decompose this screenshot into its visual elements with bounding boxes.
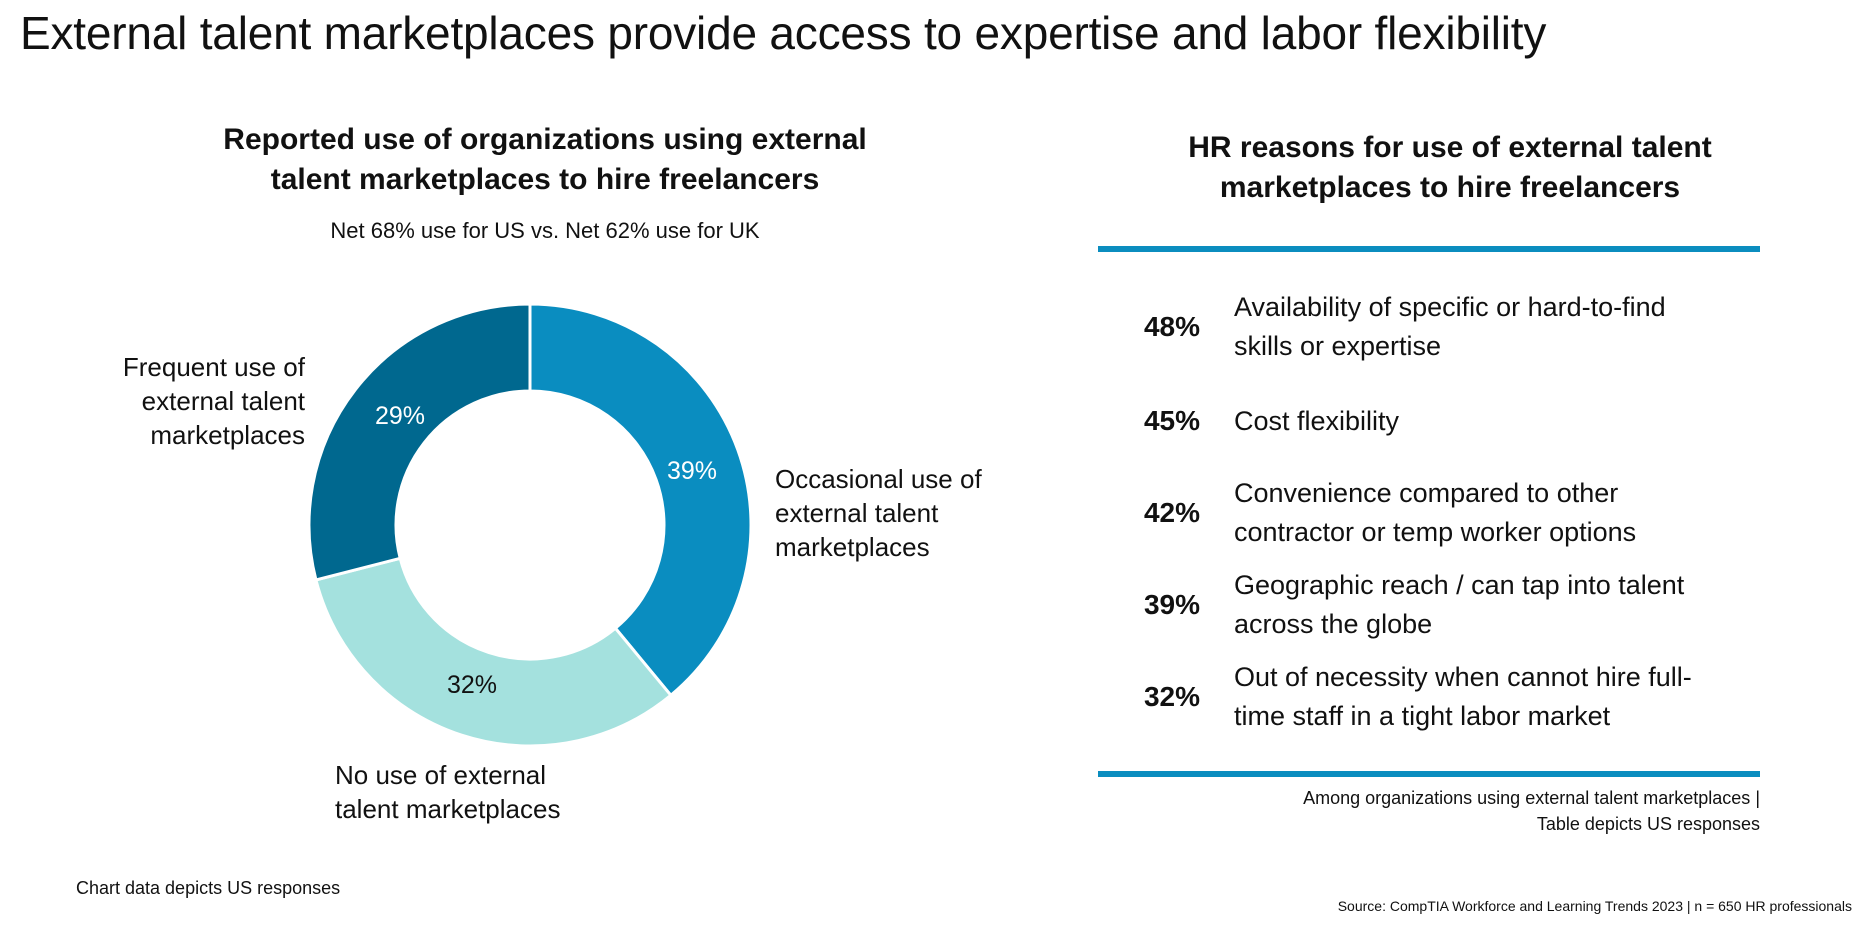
reason-pct: 42% (1143, 497, 1200, 528)
reason-row: 39% Geographic reach / can tap into tale… (1098, 560, 1760, 650)
slice-label-occasional-line-2: external talent (775, 498, 939, 528)
slice-label-frequent-line-1: Frequent use of (122, 352, 305, 382)
reason-pct: 48% (1143, 311, 1200, 342)
slice-occasional (528, 302, 753, 698)
donut-chart-title-line-1: Reported use of organizations using exte… (223, 123, 867, 156)
reason-text: Availability of specific or hard-to-find… (1234, 288, 1754, 366)
reasons-title-line-1: HR reasons for use of external talent (1188, 131, 1712, 164)
slice-none (314, 556, 673, 748)
slice-label-occasional: Occasional use of external talent market… (775, 462, 1015, 564)
reason-text-line-2: across the globe (1234, 609, 1433, 639)
reasons-title: HR reasons for use of external talent ma… (1090, 128, 1810, 208)
donut-chart-subtitle: Net 68% use for US vs. Net 62% use for U… (330, 218, 760, 243)
reason-text-line-1: Convenience compared to other (1234, 478, 1619, 508)
reason-row: 48% Availability of specific or hard-to-… (1098, 282, 1760, 372)
slice-label-none: No use of external talent marketplaces (335, 758, 635, 826)
reason-pct: 45% (1143, 405, 1200, 436)
slice-label-none-line-2: talent marketplaces (335, 794, 561, 824)
reason-text-line-2: contractor or temp worker options (1234, 517, 1637, 547)
reason-pct: 39% (1143, 589, 1200, 620)
slice-frequent (307, 302, 532, 582)
chart-note: Chart data depicts US responses (76, 878, 341, 898)
slice-label-frequent-line-2: external talent (141, 386, 305, 416)
slice-label-occasional-line-1: Occasional use of (775, 464, 982, 494)
reason-text-line-2: time staff in a tight labor market (1234, 701, 1611, 731)
reason-text-line-1: Out of necessity when cannot hire full- (1234, 662, 1692, 692)
reasons-note: Among organizations using external talen… (1098, 785, 1760, 837)
reasons-bottom-rule (1098, 771, 1760, 777)
slice-label-none-line-1: No use of external (335, 760, 547, 790)
reason-text: Out of necessity when cannot hire full- … (1234, 658, 1754, 736)
donut-chart (307, 302, 753, 748)
reason-row: 45% Cost flexibility (1098, 376, 1760, 466)
slice-value-frequent: 29% (375, 402, 426, 430)
reasons-top-rule (1098, 246, 1760, 252)
reasons-note-line-1: Among organizations using external talen… (1303, 788, 1760, 808)
slice-label-occasional-line-3: marketplaces (775, 532, 930, 562)
reason-row: 42% Convenience compared to other contra… (1098, 468, 1760, 558)
donut-chart-title: Reported use of organizations using exte… (160, 120, 930, 200)
reason-text-line-1: Geographic reach / can tap into talent (1234, 570, 1685, 600)
reason-text: Cost flexibility (1234, 402, 1754, 441)
reason-pct: 32% (1143, 681, 1200, 712)
source-note: Source: CompTIA Workforce and Learning T… (1337, 898, 1852, 914)
donut-chart-title-line-2: talent marketplaces to hire freelancers (270, 163, 820, 196)
page-title: External talent marketplaces provide acc… (20, 7, 1547, 59)
reasons-note-line-2: Table depicts US responses (1536, 814, 1760, 834)
reason-text-line-1: Cost flexibility (1234, 405, 1400, 436)
slice-label-frequent-line-3: marketplaces (150, 420, 305, 450)
reason-row: 32% Out of necessity when cannot hire fu… (1098, 652, 1760, 742)
slice-value-occasional: 39% (667, 457, 718, 485)
slice-value-none: 32% (447, 671, 498, 699)
reason-text-line-1: Availability of specific or hard-to-find (1234, 292, 1666, 322)
reason-text: Geographic reach / can tap into talent a… (1234, 566, 1754, 644)
reason-text: Convenience compared to other contractor… (1234, 474, 1754, 552)
reason-text-line-2: skills or expertise (1234, 331, 1442, 361)
reasons-title-line-2: marketplaces to hire freelancers (1219, 171, 1681, 204)
slice-label-frequent: Frequent use of external talent marketpl… (100, 350, 305, 452)
donut-slices (307, 302, 753, 748)
